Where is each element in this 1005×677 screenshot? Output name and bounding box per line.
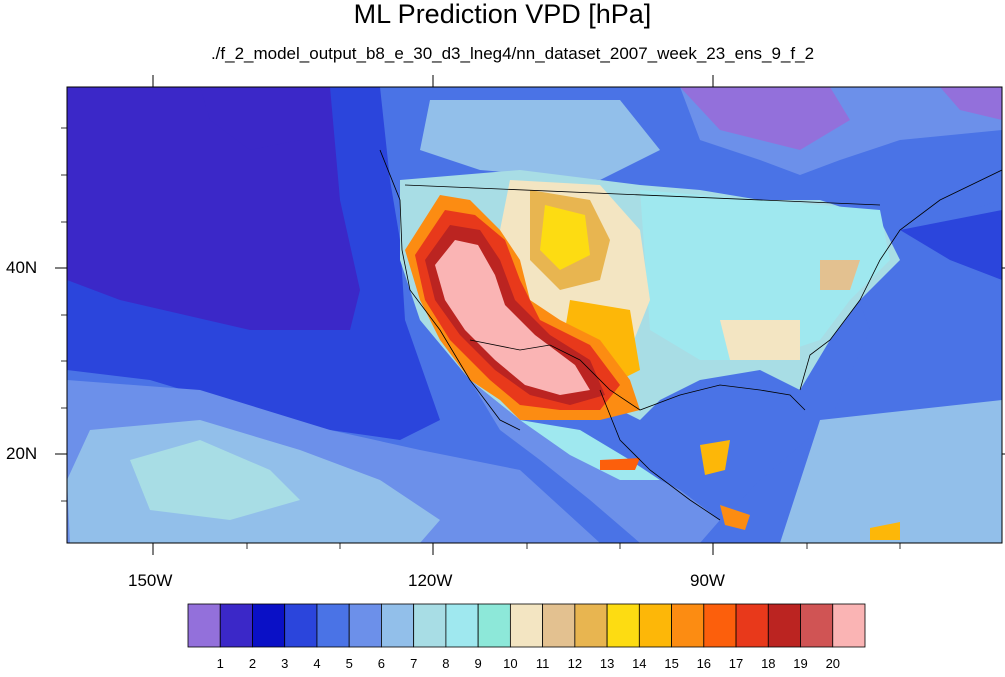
coastlines bbox=[379, 149, 1002, 521]
colorbar-tick-label: 7 bbox=[410, 656, 418, 671]
lon-label-150w: 150W bbox=[128, 571, 173, 590]
colorbar-tick-label: 4 bbox=[313, 656, 321, 671]
lon-label-90w: 90W bbox=[690, 571, 725, 590]
colorbar-tick-label: 16 bbox=[696, 656, 712, 671]
colorbar-swatch bbox=[606, 603, 640, 648]
colorbar-swatch bbox=[252, 603, 286, 648]
colorbar-swatch bbox=[542, 603, 576, 648]
colorbar-tick-label: 14 bbox=[632, 656, 647, 671]
colorbar-swatch bbox=[413, 603, 447, 648]
colorbar-tick-label: 15 bbox=[664, 656, 679, 671]
colorbar-tick-label: 2 bbox=[248, 656, 257, 671]
colorbar-swatch bbox=[445, 603, 479, 648]
colorbar-swatch bbox=[187, 603, 221, 648]
colorbar-tick-label: 20 bbox=[825, 656, 841, 671]
colorbar-tick-label: 8 bbox=[442, 656, 450, 671]
colorbar-swatch bbox=[671, 603, 705, 648]
colorbar-swatch bbox=[800, 603, 834, 648]
colorbar-tick-label: 17 bbox=[728, 656, 744, 671]
colorbar-swatch bbox=[477, 603, 511, 648]
colorbar-tick-label: 3 bbox=[281, 656, 289, 671]
minor-ticks bbox=[61, 127, 901, 549]
colorbar-swatch bbox=[735, 603, 769, 648]
colorbar-tick-label: 19 bbox=[793, 656, 808, 671]
lat-label-20n: 20N bbox=[6, 444, 38, 463]
colorbar-swatch bbox=[316, 603, 350, 648]
map-subtitle: ./f_2_model_output_b8_e_30_d3_lneg4/nn_d… bbox=[210, 44, 815, 63]
colorbar-swatch bbox=[703, 603, 737, 648]
colorbar-tick-label: 10 bbox=[503, 656, 518, 671]
colorbar-swatch bbox=[638, 603, 672, 648]
colorbar-swatch bbox=[284, 603, 318, 648]
colorbar-tick-label: 6 bbox=[377, 656, 385, 671]
colorbar-swatch bbox=[509, 603, 544, 648]
colorbar-swatch bbox=[767, 603, 801, 648]
colorbar-tick-label: 18 bbox=[761, 656, 776, 671]
colorbar-tick-label: 12 bbox=[567, 656, 583, 671]
colorbar-swatch bbox=[381, 603, 415, 648]
colorbar-tick-label: 9 bbox=[474, 656, 482, 671]
lon-label-120w: 120W bbox=[408, 571, 453, 590]
vpd-field bbox=[67, 87, 1002, 543]
tick-marks bbox=[55, 75, 1005, 555]
colorbar-swatch bbox=[348, 603, 382, 648]
colorbar-swatch bbox=[832, 603, 866, 648]
colorbar-swatch bbox=[574, 603, 608, 648]
colorbar bbox=[187, 603, 866, 648]
colorbar-swatch bbox=[219, 603, 253, 648]
colorbar-tick-label: 13 bbox=[599, 656, 615, 671]
map-title: ML Prediction VPD [hPa] bbox=[353, 0, 652, 29]
colorbar-tick-label: 11 bbox=[535, 656, 550, 671]
lat-label-40n: 40N bbox=[6, 258, 38, 277]
colorbar-tick-label: 5 bbox=[345, 656, 353, 671]
colorbar-tick-label: 1 bbox=[216, 656, 224, 671]
